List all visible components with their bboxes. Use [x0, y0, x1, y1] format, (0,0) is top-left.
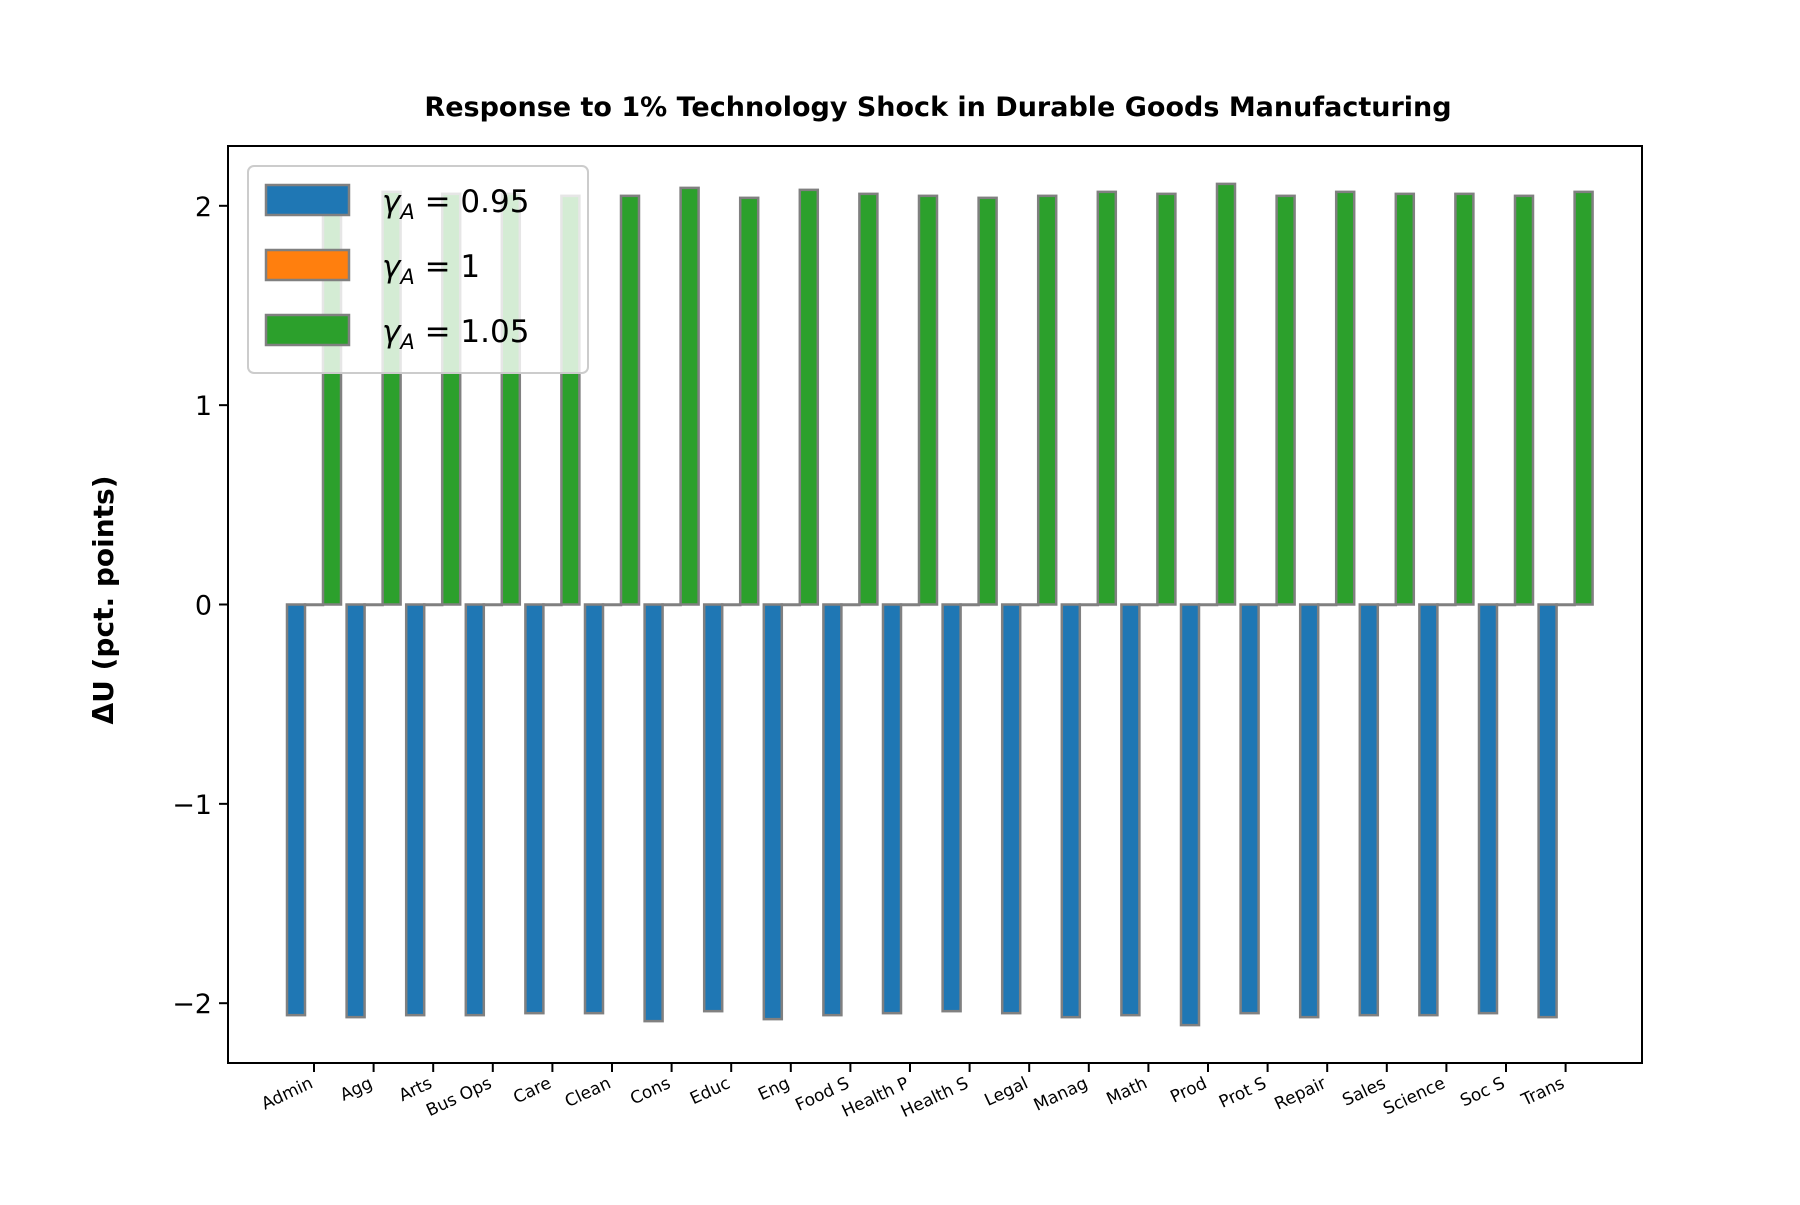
bar-admin-series-1 [285, 603, 307, 1017]
x-tick-label-repair: Repair [1272, 1073, 1330, 1114]
x-tick-label-educ: Educ [687, 1073, 733, 1109]
bar-bus-ops-series-2 [482, 603, 504, 607]
bar-health-s-series-1 [941, 603, 962, 1013]
bar-science-series-1 [1418, 603, 1439, 1017]
y-tick-label: 2 [195, 192, 212, 223]
bar-health-p-series-3 [917, 194, 939, 606]
bar-admin-series-2 [303, 603, 325, 607]
bar-care-series-1 [524, 603, 545, 1015]
bar-soc-s-series-2 [1495, 603, 1517, 607]
y-axis-ticks: −2 −1 0 1 2 [172, 192, 228, 1020]
x-tick-label-manag: Manag [1031, 1073, 1091, 1115]
bar-repair-series-1 [1298, 603, 1320, 1019]
bar-prod-series-2 [1197, 603, 1219, 607]
bar-repair-series-2 [1316, 603, 1338, 607]
legend-swatch-series-1 [264, 183, 351, 217]
bar-prot-s-series-1 [1239, 603, 1260, 1015]
bar-math-series-3 [1156, 192, 1177, 606]
x-tick-label-eng: Eng [755, 1073, 793, 1105]
bar-prod-series-1 [1179, 603, 1201, 1027]
bar-prod-series-3 [1215, 182, 1237, 606]
bar-prot-s-series-2 [1257, 603, 1278, 607]
bar-clean-series-3 [619, 194, 641, 606]
bar-food-s-series-1 [822, 603, 843, 1017]
bar-clean-series-1 [583, 603, 605, 1015]
bar-trans-series-2 [1555, 603, 1576, 607]
legend-label-series-2: γA = 1 [382, 249, 480, 289]
x-tick-label-care: Care [510, 1073, 554, 1108]
bar-health-s-series-2 [959, 603, 980, 607]
y-axis-label: ΔU (pct. points) [87, 475, 120, 724]
bar-science-series-3 [1454, 192, 1475, 606]
bar-eng-series-2 [780, 603, 802, 607]
bar-arts-series-2 [422, 603, 444, 607]
bar-trans-series-1 [1537, 603, 1558, 1019]
bar-health-p-series-1 [881, 603, 903, 1015]
x-tick-label-trans: Trans [1518, 1073, 1568, 1111]
bar-sales-series-2 [1376, 603, 1398, 607]
bar-science-series-2 [1436, 603, 1457, 607]
x-tick-label-cons: Cons [627, 1073, 674, 1109]
bar-educ-series-2 [720, 603, 742, 607]
x-tick-label-science: Science [1380, 1073, 1448, 1119]
x-tick-label-prod: Prod [1167, 1073, 1210, 1107]
bar-legal-series-3 [1036, 194, 1058, 606]
y-tick-label: 1 [195, 391, 212, 422]
legend-label-series-3: γA = 1.05 [382, 314, 529, 354]
x-tick-label-agg: Agg [337, 1073, 376, 1105]
bar-agg-series-1 [345, 603, 366, 1019]
bar-food-s-series-2 [840, 603, 861, 607]
x-tick-label-legal: Legal [982, 1073, 1032, 1110]
bar-math-series-1 [1120, 603, 1141, 1017]
bar-soc-s-series-3 [1513, 194, 1535, 606]
bar-math-series-2 [1138, 603, 1159, 607]
legend-swatch-series-3 [264, 313, 351, 347]
y-tick-label: −2 [172, 989, 212, 1020]
bar-cons-series-1 [643, 603, 664, 1023]
legend: γA = 0.95 γA = 1 γA = 1.05 [247, 165, 589, 374]
bar-cons-series-3 [679, 186, 700, 606]
bar-sales-series-1 [1358, 603, 1380, 1017]
bar-eng-series-1 [762, 603, 784, 1021]
bar-arts-series-1 [404, 603, 426, 1017]
x-tick-label-prot-s: Prot S [1216, 1073, 1270, 1112]
bar-agg-series-2 [363, 603, 384, 607]
bar-repair-series-3 [1334, 190, 1356, 606]
x-tick-label-health-p: Health P [839, 1073, 912, 1121]
bar-soc-s-series-1 [1477, 603, 1499, 1015]
x-tick-label-bus-ops: Bus Ops [423, 1073, 495, 1121]
y-tick-label: 0 [195, 591, 212, 622]
bar-manag-series-1 [1060, 603, 1082, 1019]
bar-sales-series-3 [1394, 192, 1416, 606]
legend-label-series-1: γA = 0.95 [382, 184, 529, 224]
bar-food-s-series-3 [858, 192, 879, 606]
bar-health-p-series-2 [899, 603, 921, 607]
bar-prot-s-series-3 [1275, 194, 1296, 606]
chart-title: Response to 1% Technology Shock in Durab… [424, 92, 1451, 123]
bar-eng-series-3 [798, 188, 820, 606]
x-tick-label-soc-s: Soc S [1457, 1073, 1508, 1111]
x-tick-label-clean: Clean [562, 1073, 614, 1112]
bar-manag-series-3 [1096, 190, 1118, 606]
x-tick-label-health-s: Health S [898, 1073, 972, 1122]
bar-care-series-2 [542, 603, 563, 607]
bar-legal-series-2 [1018, 603, 1040, 607]
x-tick-label-math: Math [1104, 1073, 1151, 1109]
y-tick-label: −1 [172, 790, 212, 821]
legend-swatch-series-2 [264, 248, 351, 282]
bar-cons-series-2 [661, 603, 682, 607]
bar-clean-series-2 [601, 603, 623, 607]
bar-manag-series-2 [1078, 603, 1100, 607]
bar-legal-series-1 [1000, 603, 1022, 1015]
x-tick-label-admin: Admin [259, 1073, 317, 1114]
bar-bus-ops-series-1 [464, 603, 486, 1017]
bar-educ-series-3 [738, 196, 760, 606]
bar-trans-series-3 [1573, 190, 1594, 606]
bar-health-s-series-3 [977, 196, 998, 606]
bar-educ-series-1 [702, 603, 724, 1013]
